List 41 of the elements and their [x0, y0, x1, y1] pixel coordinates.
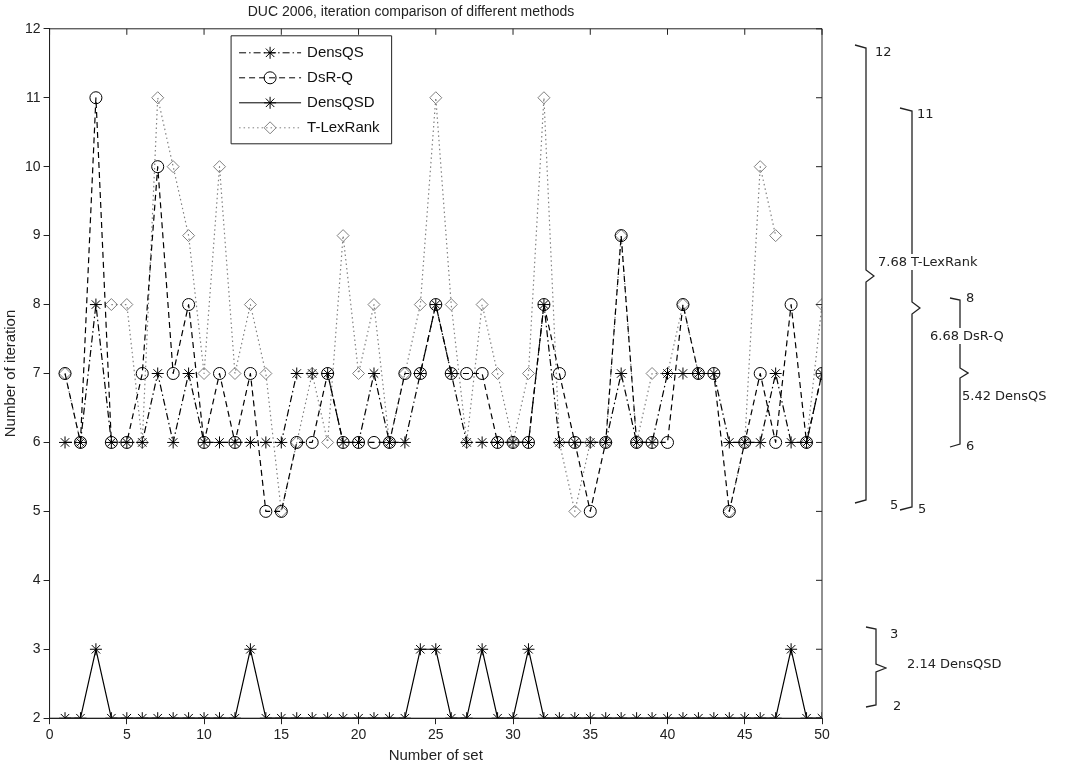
y-tick-label: 12	[24, 19, 41, 36]
y-axis-title: Number of iteration	[1, 309, 19, 438]
y-tick-label: 2	[32, 709, 41, 726]
legend-label: DsR-Q	[307, 67, 353, 85]
text: 8	[966, 290, 975, 306]
x-tick-label: 30	[505, 726, 522, 743]
x-tick-label: 5	[122, 726, 131, 743]
y-tick-label: 11	[26, 88, 41, 105]
text: 11	[917, 106, 934, 122]
x-tick-label: 0	[45, 726, 54, 743]
text: 3	[890, 626, 899, 642]
y-tick-label: 8	[32, 295, 41, 312]
x-axis-title: Number of set	[388, 746, 484, 764]
y-tick-label: 9	[32, 226, 41, 243]
text: 5	[918, 501, 927, 517]
text: 5.42 DensQS	[962, 388, 1047, 404]
x-tick-label: 10	[196, 726, 213, 743]
x-tick-label: 45	[736, 726, 753, 743]
text: 12	[875, 44, 892, 60]
legend-label: T-LexRank	[307, 117, 381, 135]
text: 2	[893, 698, 902, 714]
legend-label: DensQSD	[307, 92, 375, 110]
chart-title: DUC 2006, iteration comparison of different methods	[247, 3, 575, 20]
text: 5	[890, 497, 899, 513]
x-tick-label: 35	[582, 726, 599, 743]
y-tick-label: 7	[32, 364, 41, 381]
y-tick-label: 6	[32, 433, 41, 450]
x-tick-label: 25	[428, 726, 444, 743]
y-tick-label: 4	[32, 571, 41, 588]
text: 2.14 DensQSD	[907, 656, 1002, 672]
y-tick-label: 3	[32, 640, 41, 657]
text: 6.68 DsR-Q	[930, 328, 1004, 344]
x-tick-label: 50	[814, 726, 830, 743]
text: 7.68 T-LexRank	[878, 254, 978, 270]
x-tick-label: 15	[273, 726, 290, 743]
legend-label: DensQS	[307, 42, 364, 60]
text: 6	[966, 438, 975, 454]
y-tick-label: 10	[24, 157, 41, 174]
x-tick-label: 20	[350, 726, 367, 743]
y-tick-label: 5	[32, 502, 41, 519]
x-tick-label: 40	[659, 726, 676, 743]
